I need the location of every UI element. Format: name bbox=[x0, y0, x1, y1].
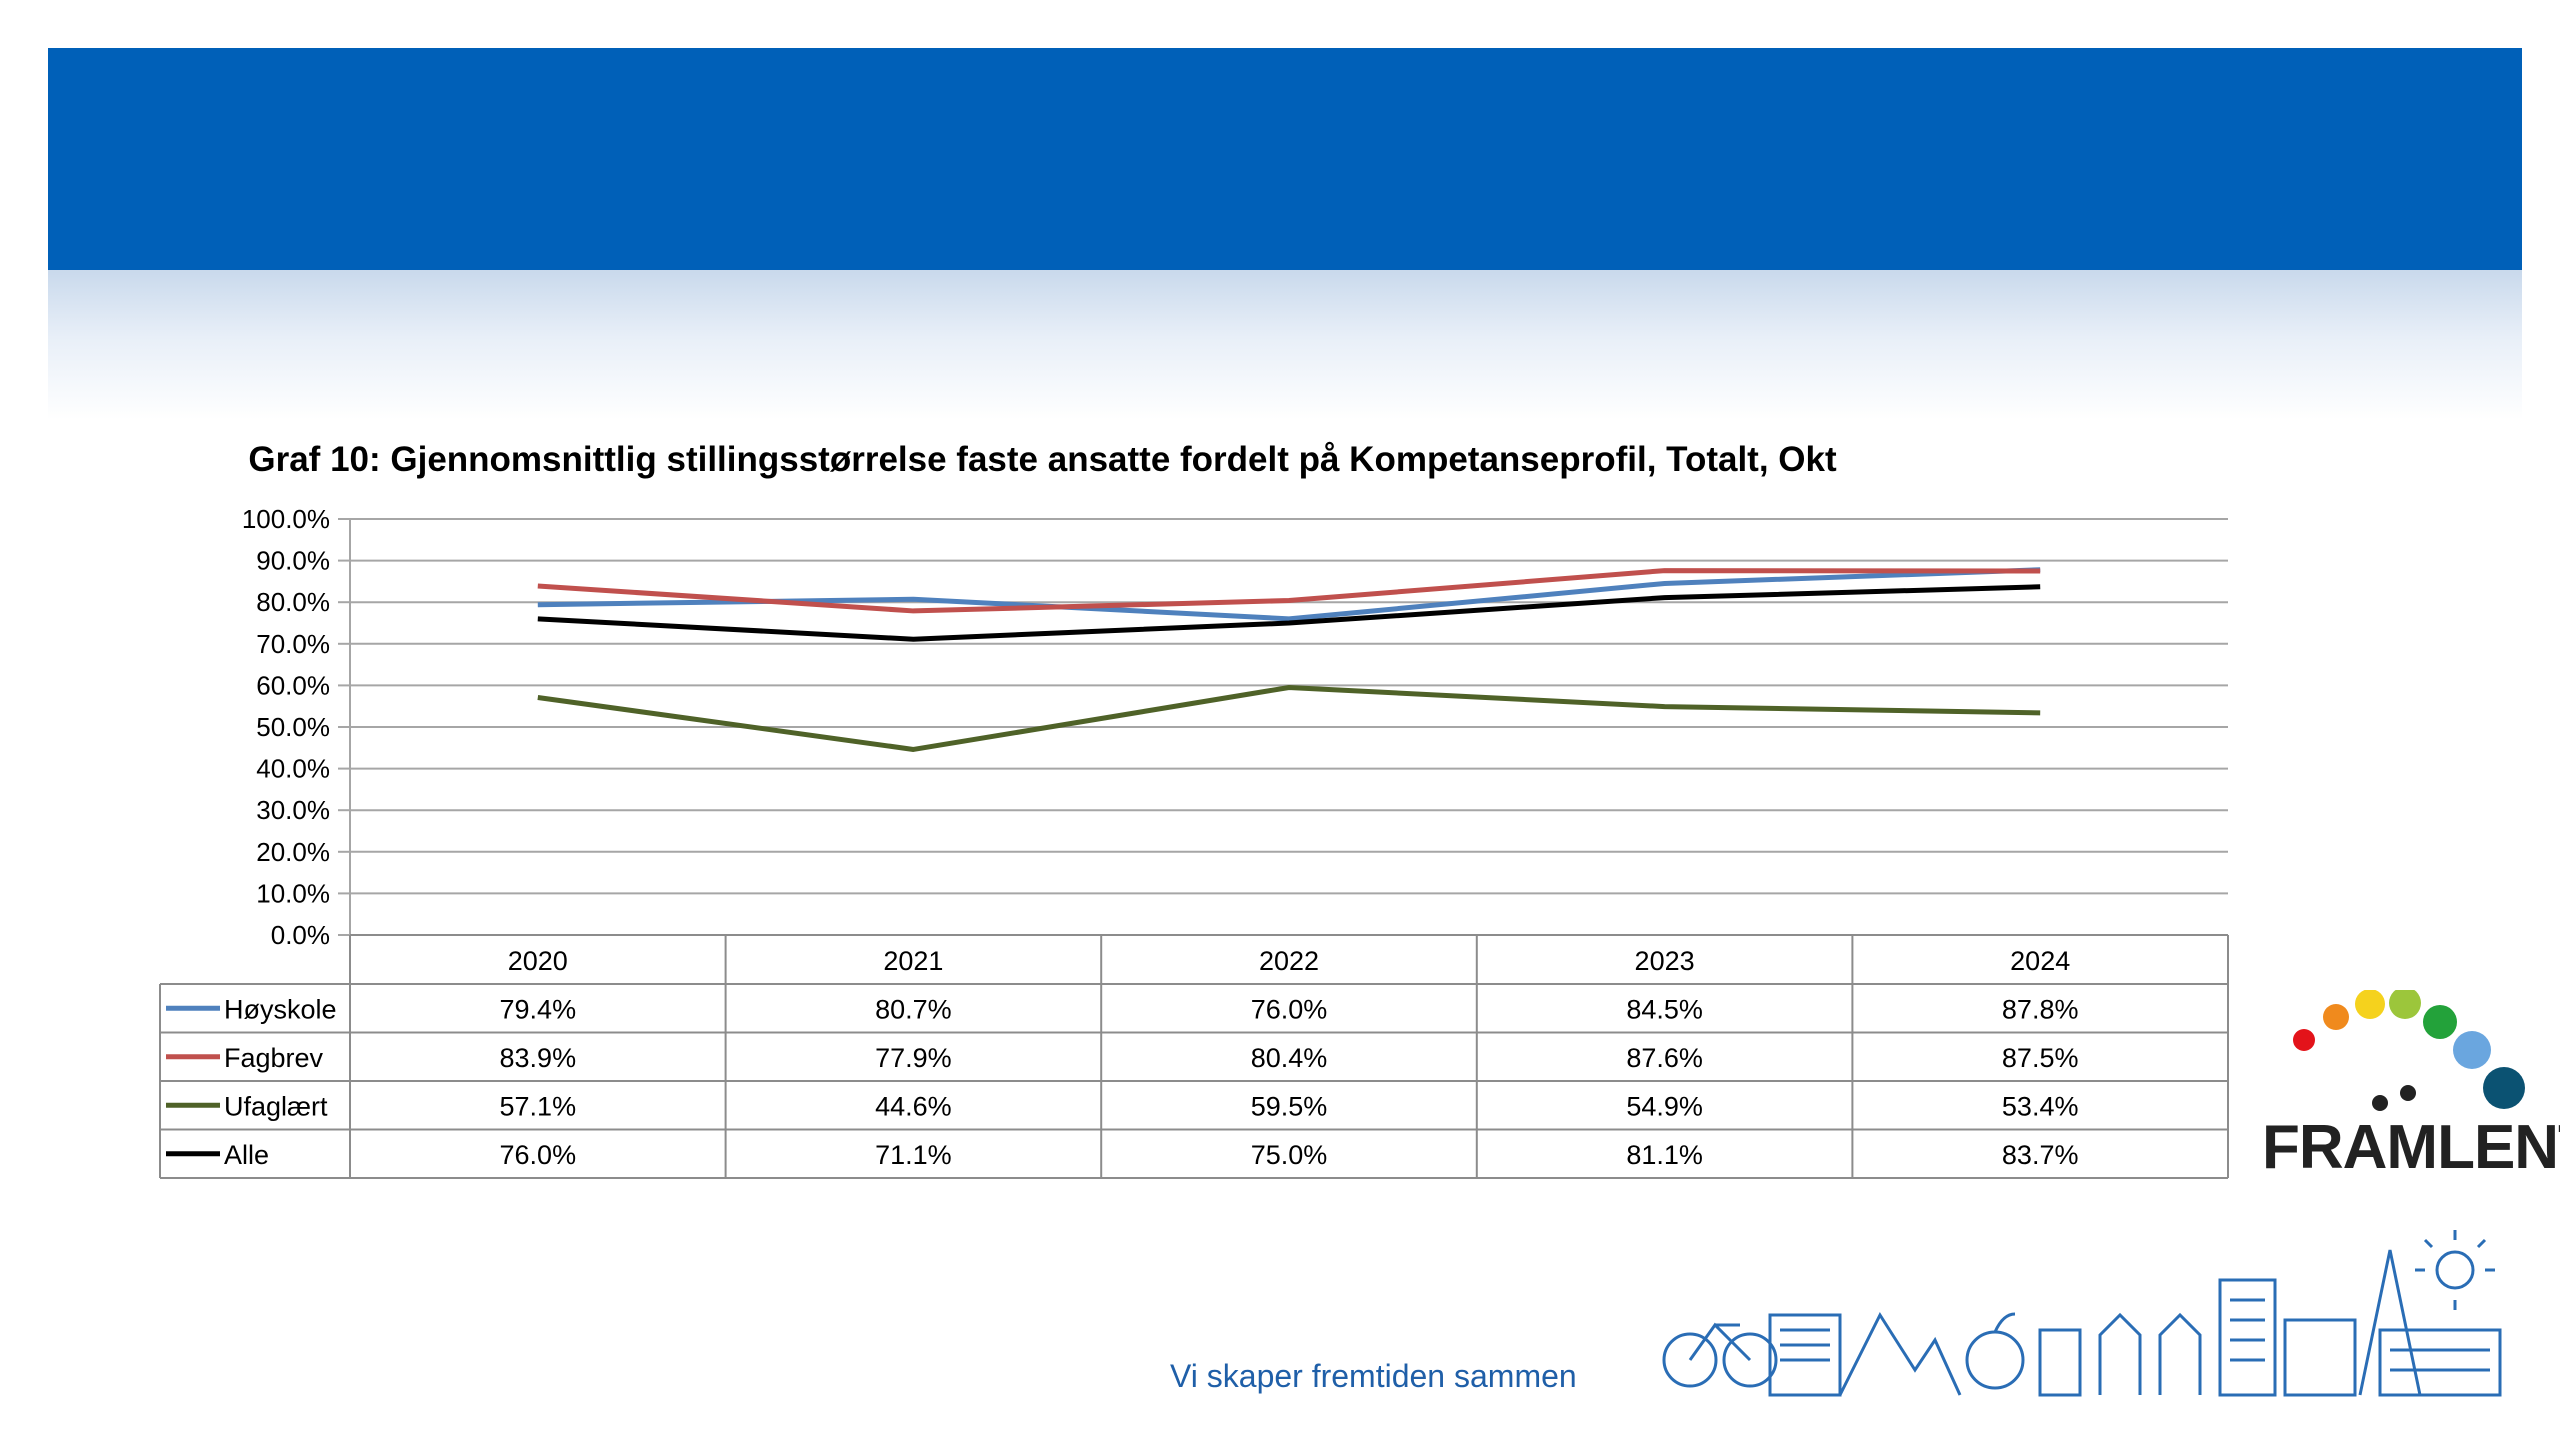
data-label: 79.4% bbox=[500, 994, 577, 1024]
framlent-logo bbox=[2293, 990, 2525, 1111]
y-tick-label: 50.0% bbox=[256, 712, 330, 742]
y-tick-label: 80.0% bbox=[256, 587, 330, 617]
data-label: 77.9% bbox=[875, 1043, 952, 1073]
data-label: 87.5% bbox=[2002, 1043, 2079, 1073]
y-tick-label: 30.0% bbox=[256, 795, 330, 825]
chart-gridlines bbox=[338, 518, 2228, 936]
series-line-fagbrev bbox=[537, 568, 2041, 614]
chart-title: Graf 10: Gjennomsnittlig stillingsstørre… bbox=[248, 440, 1837, 479]
data-label: 59.5% bbox=[1251, 1091, 1328, 1121]
slogan-text: Vi skaper fremtiden sammen bbox=[1170, 1358, 1577, 1394]
y-tick-label: 60.0% bbox=[256, 670, 330, 700]
data-label: 54.9% bbox=[1626, 1091, 1703, 1121]
legend-label: Fagbrev bbox=[224, 1043, 324, 1073]
data-label: 87.6% bbox=[1626, 1043, 1703, 1073]
y-axis-ticks: 100.0% 90.0% 80.0% 70.0% 60.0% 50.0% 40.0% 30.0… bbox=[242, 504, 330, 950]
y-tick-label: 10.0% bbox=[256, 878, 330, 908]
y-tick-label: 100.0% bbox=[242, 504, 330, 534]
y-tick-label: 20.0% bbox=[256, 837, 330, 867]
header-banner bbox=[48, 48, 2522, 270]
series-line-ufaglært bbox=[537, 684, 2041, 752]
logo-dot bbox=[2483, 1067, 2525, 1109]
data-label: 57.1% bbox=[500, 1091, 577, 1121]
data-label: 83.9% bbox=[500, 1043, 577, 1073]
logo-dot bbox=[2323, 1004, 2349, 1030]
y-tick-label: 70.0% bbox=[256, 629, 330, 659]
logo-wordmark: FRAMLENT bbox=[2262, 1113, 2560, 1182]
logo-dot bbox=[2355, 990, 2385, 1019]
logo-dot bbox=[2389, 990, 2421, 1019]
logo-dot bbox=[2293, 1029, 2315, 1051]
header-gradient bbox=[48, 270, 2522, 420]
logo-dot bbox=[2423, 1005, 2457, 1039]
data-table: 2020 2021 2022 2023 2024 Høyskole 79.4% 80.7% 76… bbox=[159, 934, 2229, 1179]
data-label: 83.7% bbox=[2002, 1140, 2079, 1170]
city-illustration bbox=[1662, 1230, 2502, 1397]
data-label: 44.6% bbox=[875, 1091, 952, 1121]
legend-label: Ufaglært bbox=[224, 1091, 328, 1121]
y-tick-label: 40.0% bbox=[256, 754, 330, 784]
data-label: 76.0% bbox=[500, 1140, 577, 1170]
data-label: 80.4% bbox=[1251, 1043, 1328, 1073]
y-tick-label: 90.0% bbox=[256, 546, 330, 576]
data-label: 71.1% bbox=[875, 1140, 952, 1170]
series-line-alle bbox=[537, 584, 2041, 642]
legend-label: Alle bbox=[224, 1140, 269, 1170]
x-category-label: 2020 bbox=[508, 946, 568, 976]
data-label: 53.4% bbox=[2002, 1091, 2079, 1121]
data-label: 76.0% bbox=[1251, 994, 1328, 1024]
legend-label: Høyskole bbox=[224, 994, 337, 1024]
x-category-label: 2024 bbox=[2010, 946, 2070, 976]
data-label: 81.1% bbox=[1626, 1140, 1703, 1170]
data-label: 84.5% bbox=[1626, 994, 1703, 1024]
x-category-label: 2022 bbox=[1259, 946, 1319, 976]
chart-series-lines bbox=[537, 567, 2041, 752]
y-tick-label: 0.0% bbox=[271, 920, 330, 950]
logo-dot bbox=[2453, 1031, 2491, 1069]
x-category-label: 2021 bbox=[883, 946, 943, 976]
data-label: 87.8% bbox=[2002, 994, 2079, 1024]
x-category-label: 2023 bbox=[1635, 946, 1695, 976]
data-label: 80.7% bbox=[875, 994, 952, 1024]
data-label: 75.0% bbox=[1251, 1140, 1328, 1170]
